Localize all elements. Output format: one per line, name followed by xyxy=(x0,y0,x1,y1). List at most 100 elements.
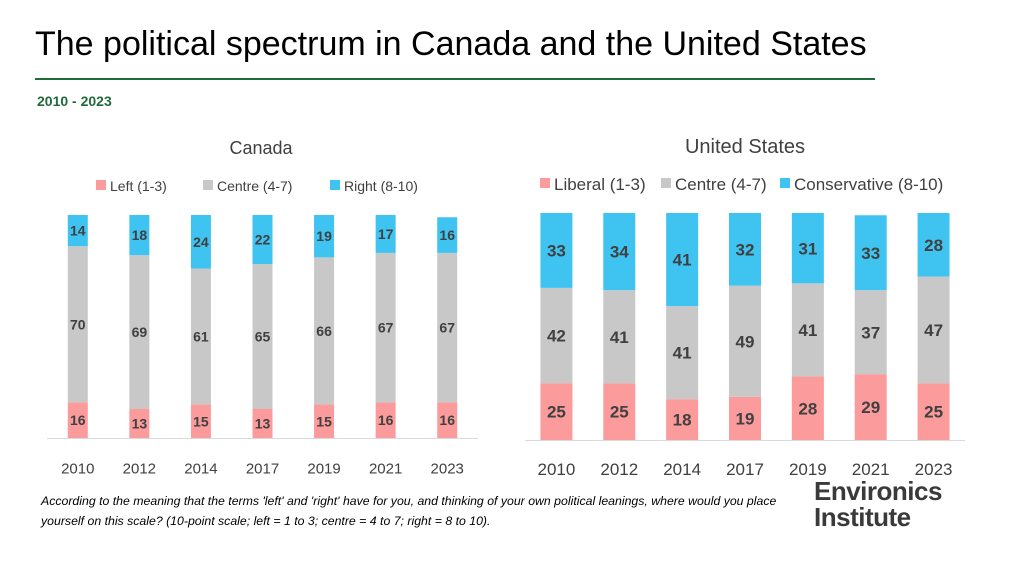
us-bar-2014-series-2 xyxy=(666,213,699,307)
canada-data-label-2014-series-2: 24 xyxy=(193,234,209,250)
us-data-label-2012-series-0: 25 xyxy=(610,403,629,422)
canada-bar-2012-series-1 xyxy=(129,255,150,410)
us-data-label-2014-series-0: 18 xyxy=(673,411,692,430)
canada-bar-2021-series-0 xyxy=(375,402,396,438)
us-data-label-2010-series-2: 33 xyxy=(547,242,566,261)
us-legend-swatch-1 xyxy=(661,178,671,188)
us-bar-2021-series-0 xyxy=(854,374,887,440)
canada-bar-2017-series-1 xyxy=(252,264,273,410)
canada-data-label-2019-series-0: 15 xyxy=(316,413,332,429)
canada-data-label-2019-series-2: 19 xyxy=(316,228,332,244)
canada-legend-swatch-0 xyxy=(96,180,106,190)
canada-data-label-2019-series-1: 66 xyxy=(316,323,332,339)
us-data-label-2019-series-2: 31 xyxy=(798,239,817,258)
us-bar-2012-series-2 xyxy=(603,213,636,291)
canada-x-tick-2010: 2010 xyxy=(61,460,94,477)
canada-data-label-2021-series-2: 17 xyxy=(378,226,394,242)
canada-data-label-2010-series-1: 70 xyxy=(70,316,86,332)
us-data-label-2010-series-0: 25 xyxy=(547,403,566,422)
canada-data-label-2017-series-2: 22 xyxy=(255,232,271,248)
canada-data-label-2021-series-1: 67 xyxy=(378,320,394,336)
title-divider xyxy=(35,78,875,80)
canada-data-label-2023-series-2: 16 xyxy=(439,227,455,243)
us-legend-swatch-2 xyxy=(780,178,790,188)
canada-data-label-2010-series-2: 14 xyxy=(70,223,86,239)
us-data-label-2019-series-1: 41 xyxy=(798,321,817,340)
us-chart-title: United States xyxy=(685,136,805,158)
canada-x-tick-2012: 2012 xyxy=(123,460,156,477)
canada-legend-label-1: Centre (4-7) xyxy=(217,178,292,194)
canada-bar-2023-series-0 xyxy=(437,402,458,438)
canada-x-tick-2021: 2021 xyxy=(369,460,402,477)
us-bar-2019-series-0 xyxy=(791,376,824,440)
us-bar-2021-series-1 xyxy=(854,290,887,375)
us-data-label-2021-series-2: 33 xyxy=(861,244,880,263)
canada-x-tick-2023: 2023 xyxy=(431,460,464,477)
us-data-label-2012-series-2: 34 xyxy=(610,243,629,262)
us-bar-2023-series-1 xyxy=(917,276,950,384)
us-x-tick-2017: 2017 xyxy=(726,460,764,479)
canada-chart-title: Canada xyxy=(229,138,293,158)
canada-data-label-2023-series-0: 16 xyxy=(439,412,455,428)
canada-data-label-2012-series-1: 69 xyxy=(132,324,148,340)
canada-legend-swatch-2 xyxy=(330,180,340,190)
canada-bar-2019-series-2 xyxy=(314,215,335,258)
canada-bar-2023-series-2 xyxy=(437,217,458,253)
canada-bar-2021-series-1 xyxy=(375,252,396,403)
us-data-label-2010-series-1: 42 xyxy=(547,327,566,346)
us-bar-2010-series-2 xyxy=(540,213,573,288)
canada-bar-2021-series-2 xyxy=(375,215,396,253)
us-bar-2017-series-1 xyxy=(729,285,761,397)
us-data-label-2023-series-2: 28 xyxy=(924,236,943,255)
canada-data-label-2014-series-1: 61 xyxy=(193,329,209,345)
canada-bar-2010-series-1 xyxy=(67,246,88,403)
canada-bar-2017-series-2 xyxy=(252,215,273,265)
us-data-label-2023-series-1: 47 xyxy=(924,321,943,340)
page-title: The political spectrum in Canada and the… xyxy=(35,25,867,63)
us-bar-2023-series-0 xyxy=(917,383,950,440)
us-data-label-2017-series-1: 49 xyxy=(736,332,755,351)
us-bar-2017-series-0 xyxy=(729,396,761,440)
canada-x-tick-2014: 2014 xyxy=(184,460,217,477)
us-legend-swatch-0 xyxy=(540,178,550,188)
canada-legend-label-0: Left (1-3) xyxy=(110,178,167,194)
us-bar-2019-series-1 xyxy=(791,283,824,377)
us-data-label-2021-series-1: 37 xyxy=(861,323,880,342)
us-bar-2012-series-0 xyxy=(603,383,636,440)
canada-data-label-2012-series-0: 13 xyxy=(132,416,148,432)
us-bar-2010-series-1 xyxy=(540,287,573,384)
canada-bar-2019-series-0 xyxy=(314,404,335,438)
us-bar-2014-series-1 xyxy=(666,306,699,400)
canada-bar-2014-series-2 xyxy=(190,215,211,269)
canada-bar-2012-series-2 xyxy=(129,215,150,256)
us-legend-label-0: Liberal (1-3) xyxy=(554,175,646,194)
canada-data-label-2017-series-1: 65 xyxy=(255,329,271,345)
canada-bar-2014-series-0 xyxy=(190,404,211,438)
canada-bar-2014-series-1 xyxy=(190,268,211,405)
us-x-tick-2014: 2014 xyxy=(663,460,701,479)
us-data-label-2014-series-2: 41 xyxy=(673,251,692,270)
canada-bar-2017-series-0 xyxy=(252,409,273,438)
canada-bar-2010-series-2 xyxy=(67,215,88,247)
us-bar-2010-series-0 xyxy=(540,383,573,440)
canada-x-tick-2019: 2019 xyxy=(307,460,340,477)
us-data-label-2021-series-0: 29 xyxy=(861,398,880,417)
canada-bar-2019-series-1 xyxy=(314,257,335,405)
canada-legend-swatch-1 xyxy=(203,180,213,190)
us-data-label-2019-series-0: 28 xyxy=(798,399,817,418)
logo-line-2: Institute xyxy=(814,502,911,532)
us-bar-2012-series-1 xyxy=(603,290,636,384)
us-legend-label-1: Centre (4-7) xyxy=(675,175,767,194)
canada-data-label-2017-series-0: 13 xyxy=(255,416,271,432)
us-data-label-2012-series-1: 41 xyxy=(610,328,629,347)
logo-line-1: Environics xyxy=(814,476,942,506)
us-bar-2014-series-0 xyxy=(666,399,699,440)
us-x-tick-2021: 2021 xyxy=(852,460,890,479)
us-data-label-2023-series-0: 25 xyxy=(924,403,943,422)
us-x-tick-2023: 2023 xyxy=(915,460,953,479)
canada-data-label-2012-series-2: 18 xyxy=(132,227,148,243)
us-x-tick-2012: 2012 xyxy=(600,460,638,479)
canada-legend-label-2: Right (8-10) xyxy=(344,178,418,194)
us-data-label-2017-series-0: 19 xyxy=(736,410,755,429)
